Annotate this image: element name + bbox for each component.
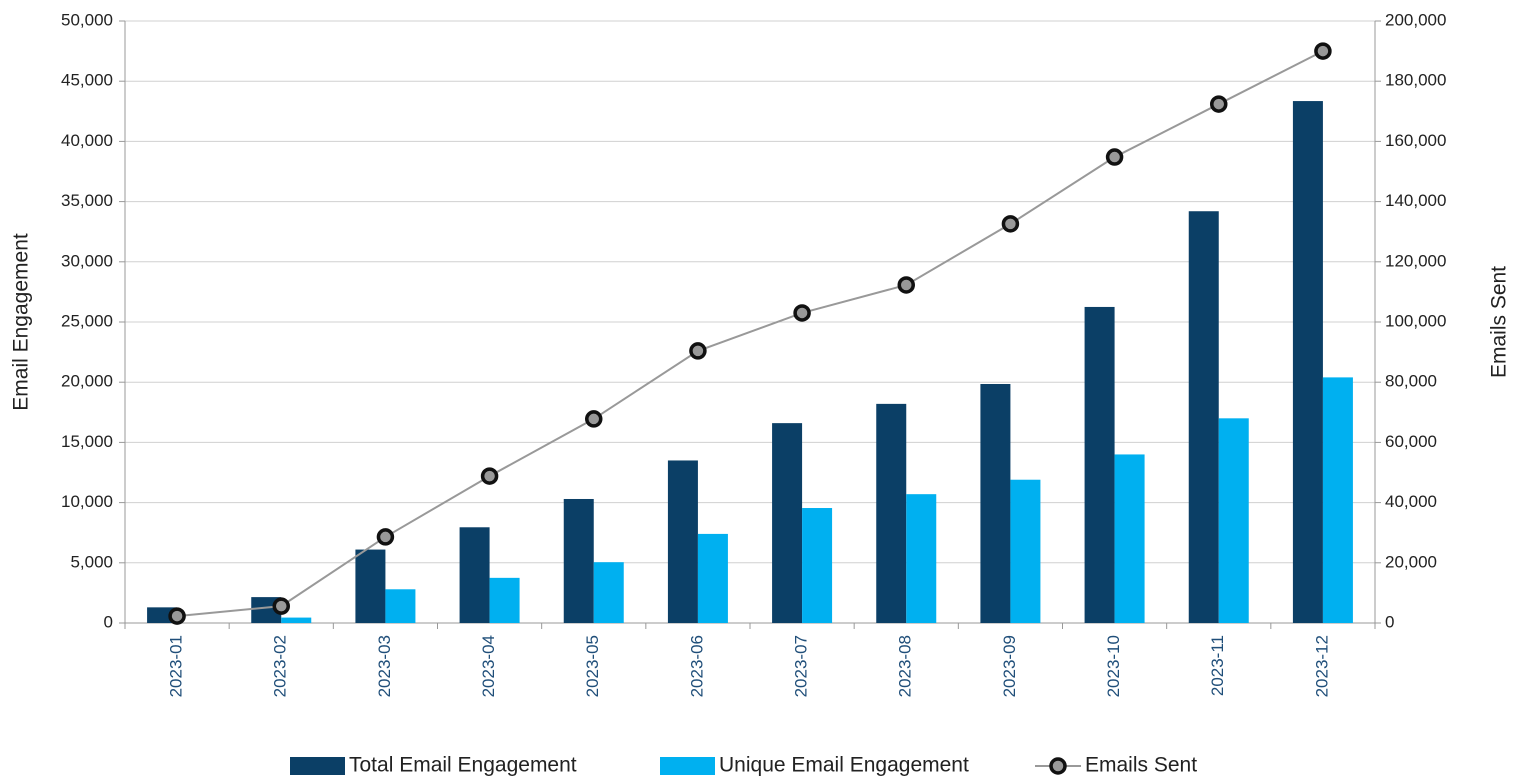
line-marker: [376, 528, 395, 546]
y2-tick-label: 160,000: [1385, 131, 1446, 150]
bar: [876, 403, 907, 623]
y-tick-label: 45,000: [61, 71, 113, 90]
y2-axis-title: Emails Sent: [1488, 266, 1511, 378]
y-tick-label: 20,000: [61, 372, 113, 391]
legend-label: Total Email Engagement: [349, 754, 577, 777]
bar: [355, 549, 386, 623]
bar: [459, 527, 490, 623]
y-tick-label: 30,000: [61, 251, 113, 270]
line-marker: [1314, 42, 1332, 60]
bar: [1114, 454, 1145, 623]
y-tick-label: 5,000: [70, 552, 113, 571]
bar: [1322, 377, 1353, 623]
line-marker: [689, 342, 707, 360]
line-marker: [168, 607, 186, 625]
bar: [667, 460, 698, 623]
bar: [1188, 211, 1219, 623]
x-tick-label: 2023-03: [375, 635, 394, 697]
bar: [980, 384, 1011, 623]
x-tick-label: 2023-10: [1104, 635, 1123, 697]
line-marker: [1210, 95, 1228, 113]
y2-tick-label: 100,000: [1385, 311, 1446, 330]
legend-swatch: [1049, 757, 1067, 775]
x-tick-label: 2023-05: [583, 635, 602, 697]
bar: [593, 562, 624, 623]
y2-tick-label: 40,000: [1385, 492, 1437, 511]
y-tick-label: 35,000: [61, 191, 113, 210]
bar: [1292, 101, 1323, 624]
legend-label: Unique Email Engagement: [719, 754, 969, 777]
legend-swatch: [290, 757, 345, 775]
y2-tick-label: 20,000: [1385, 552, 1437, 571]
y2-tick-label: 180,000: [1385, 71, 1446, 90]
line-marker: [585, 410, 603, 428]
line-marker: [480, 467, 499, 485]
x-tick-label: 2023-08: [896, 635, 915, 697]
bar: [563, 498, 594, 623]
y-tick-label: 10,000: [61, 492, 113, 511]
y2-tick-label: 120,000: [1385, 251, 1446, 270]
x-tick-label: 2023-01: [167, 635, 186, 697]
x-tick-label: 2023-12: [1312, 635, 1331, 697]
bar: [281, 617, 312, 623]
x-tick-label: 2023-04: [479, 635, 498, 697]
legend-swatch: [660, 757, 715, 775]
legend-label: Emails Sent: [1085, 754, 1197, 777]
y-tick-label: 15,000: [61, 432, 113, 451]
bar: [772, 423, 803, 623]
x-tick-label: 2023-06: [687, 635, 706, 697]
y-tick-label: 50,000: [61, 10, 113, 29]
line: [176, 50, 1324, 618]
y-axis-title: Email Engagement: [10, 233, 33, 411]
x-tick-label: 2023-11: [1208, 635, 1227, 696]
bar: [1084, 306, 1115, 623]
y2-tick-label: 80,000: [1385, 372, 1437, 391]
y2-tick-label: 200,000: [1385, 10, 1446, 29]
bar: [802, 508, 833, 623]
y-tick-label: 40,000: [61, 131, 113, 150]
x-tick-label: 2023-02: [271, 635, 290, 697]
bar: [489, 577, 520, 623]
line-marker: [897, 276, 915, 294]
y2-tick-label: 140,000: [1385, 191, 1446, 210]
bar: [697, 533, 728, 623]
y2-tick-label: 60,000: [1385, 432, 1437, 451]
line-marker: [1001, 215, 1020, 233]
bar: [1010, 479, 1041, 623]
bar: [1218, 418, 1249, 623]
line-marker: [272, 597, 290, 615]
line-marker: [1105, 148, 1124, 166]
y-tick-label: 25,000: [61, 311, 113, 330]
bar: [906, 494, 937, 623]
y-tick-label: 0: [104, 612, 113, 631]
y2-tick-label: 0: [1385, 612, 1394, 631]
bar: [385, 589, 416, 623]
x-tick-label: 2023-07: [792, 635, 811, 697]
line-marker: [793, 304, 811, 322]
x-tick-label: 2023-09: [1000, 635, 1019, 697]
